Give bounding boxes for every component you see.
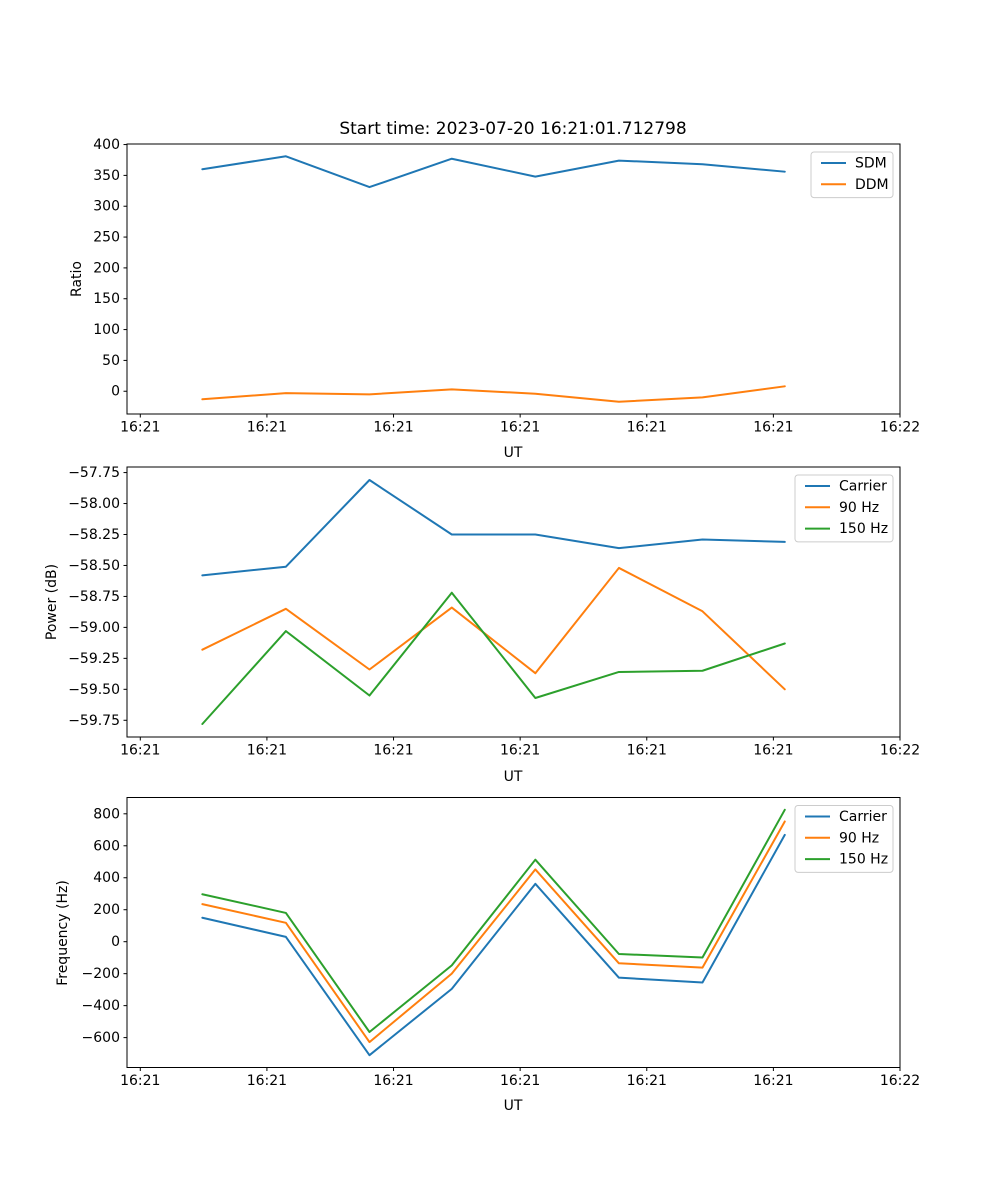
series-line-90-hz	[201, 566, 786, 691]
x-tick-label: 16:21	[500, 420, 540, 436]
x-tick-label: 16:21	[373, 420, 413, 436]
y-axis-label-ratio: Ratio	[69, 261, 85, 297]
x-tick-label: 16:21	[120, 743, 160, 759]
y-tick-label: −58.75	[68, 589, 120, 605]
axes-spines	[126, 466, 901, 738]
x-tick-label: 16:21	[120, 1073, 160, 1089]
x-tick-label: 16:21	[627, 743, 667, 759]
y-tick-label: −600	[82, 1030, 120, 1046]
legend-label: 90 Hz	[839, 830, 879, 846]
subplot-1: 16:21 16:21 16:21 16:21 16:21 16:21 16:22 400 35…	[93, 137, 920, 436]
x-axis-label-ut-1: UT	[503, 445, 523, 461]
x-tick-label: 16:21	[247, 743, 287, 759]
y-tick-label: −200	[82, 966, 120, 982]
series-line-carrier	[201, 833, 786, 1057]
axes-spines	[126, 797, 901, 1068]
legend-label: SDM	[855, 155, 887, 171]
legend-label: 150 Hz	[839, 521, 888, 537]
subplot-2: 16:21 16:21 16:21 16:21 16:21 16:21 16:22 −57.7…	[68, 465, 920, 759]
legend-label: 150 Hz	[839, 852, 888, 868]
series-line-150-hz	[201, 808, 786, 1034]
x-tick-label: 16:21	[627, 420, 667, 436]
y-tick-label: 100	[93, 322, 120, 338]
x-axis-label-ut-2: UT	[503, 769, 523, 785]
subplot-3: 16:21 16:21 16:21 16:21 16:21 16:21 16:22 800 60…	[82, 797, 920, 1089]
x-tick-label: 16:21	[373, 1073, 413, 1089]
series-line-sdm	[201, 155, 786, 189]
y-tick-label: 350	[93, 168, 120, 184]
series-line-90-hz	[201, 820, 786, 1044]
legend-label: DDM	[855, 177, 889, 193]
y-tick-label: 200	[93, 260, 120, 276]
y-tick-label: −59.25	[68, 651, 120, 667]
legend-label: Carrier	[839, 478, 887, 494]
series-line-150-hz	[201, 591, 786, 725]
x-tick-label: 16:21	[500, 743, 540, 759]
figure-title: Start time: 2023-07-20 16:21:01.712798	[339, 119, 687, 139]
x-tick-label: 16:22	[880, 1073, 920, 1089]
x-tick-label: 16:21	[120, 420, 160, 436]
y-tick-label: 400	[93, 137, 120, 153]
x-tick-label: 16:21	[753, 420, 793, 436]
x-tick-label: 16:22	[880, 420, 920, 436]
series-line-ddm	[201, 385, 786, 403]
y-tick-label: −400	[82, 998, 120, 1014]
legend: SDM DDM	[810, 151, 894, 199]
y-tick-label: 250	[93, 230, 120, 246]
y-tick-label: 0	[111, 934, 120, 950]
y-tick-label: 600	[93, 838, 120, 854]
y-tick-label: −58.25	[68, 527, 120, 543]
y-tick-label: 300	[93, 199, 120, 215]
x-tick-label: 16:21	[627, 1073, 667, 1089]
x-tick-label: 16:21	[247, 1073, 287, 1089]
y-axis-label-frequency: Frequency (Hz)	[55, 880, 71, 986]
y-tick-label: −59.00	[68, 620, 120, 636]
y-tick-label: −59.50	[68, 682, 120, 698]
x-tick-label: 16:21	[753, 743, 793, 759]
y-tick-label: −58.00	[68, 496, 120, 512]
legend: Carrier 90 Hz 150 Hz	[794, 474, 894, 543]
y-tick-label: 400	[93, 870, 120, 886]
x-tick-label: 16:21	[247, 420, 287, 436]
y-tick-label: 50	[102, 353, 120, 369]
x-tick-label: 16:22	[880, 743, 920, 759]
x-tick-label: 16:21	[500, 1073, 540, 1089]
y-tick-label: −59.75	[68, 713, 120, 729]
y-tick-label: 800	[93, 806, 120, 822]
legend-box	[794, 474, 894, 543]
legend-label: Carrier	[839, 809, 887, 825]
legend: Carrier 90 Hz 150 Hz	[794, 805, 894, 873]
x-tick-label: 16:21	[373, 743, 413, 759]
y-tick-label: −58.50	[68, 558, 120, 574]
y-tick-label: 150	[93, 291, 120, 307]
x-axis-label-ut-3: UT	[503, 1098, 523, 1114]
legend-label: 90 Hz	[839, 500, 879, 516]
series-line-carrier	[201, 479, 786, 577]
legend-box	[794, 805, 894, 873]
y-tick-label: 200	[93, 902, 120, 918]
x-tick-label: 16:21	[753, 1073, 793, 1089]
y-tick-label: −57.75	[68, 465, 120, 481]
axes-spines	[126, 143, 901, 415]
y-axis-label-power: Power (dB)	[44, 563, 60, 641]
y-tick-label: 0	[111, 384, 120, 400]
